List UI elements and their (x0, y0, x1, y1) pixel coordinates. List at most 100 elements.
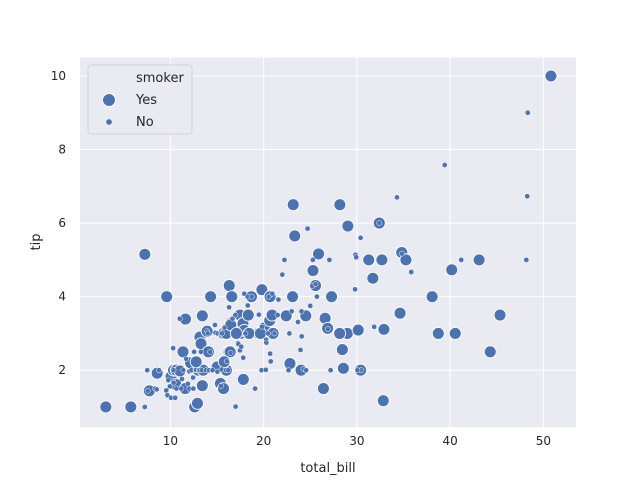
scatter-point-yes (306, 264, 320, 277)
scatter-point-yes (431, 326, 445, 340)
scatter-point-no (219, 330, 225, 337)
scatter-point-no (178, 385, 185, 392)
scatter-point-no (458, 257, 465, 263)
scatter-point-no (441, 162, 448, 168)
scatter-point-no (209, 367, 216, 374)
scatter-point-no (279, 271, 286, 278)
scatter-point-no (303, 367, 309, 374)
scatter-point-no (353, 254, 360, 261)
scatter-point-no (238, 343, 245, 350)
scatter-point-yes (312, 247, 326, 261)
y-tick-label: 10 (51, 69, 66, 83)
scatter-point-yes (333, 198, 347, 212)
legend-label-no: No (136, 115, 154, 130)
scatter-point-no (275, 296, 282, 303)
x-tick-label: 40 (442, 434, 457, 448)
x-tick-label: 20 (256, 434, 271, 448)
scatter-point-no (191, 348, 197, 355)
scatter-point-no (408, 269, 415, 275)
legend-label-yes: Yes (135, 93, 157, 108)
scatter-point-no (263, 339, 270, 346)
x-tick-label: 50 (536, 434, 551, 448)
scatter-point-no (327, 367, 334, 374)
scatter-point-yes (316, 382, 330, 396)
scatter-point-yes (493, 308, 507, 322)
legend-title: smoker (136, 71, 184, 86)
scatter-point-no (354, 367, 361, 374)
scatter-point-no (207, 348, 213, 355)
scatter-point-no (295, 319, 301, 325)
y-tick-label: 2 (58, 363, 66, 377)
scatter-point-no (524, 193, 531, 200)
scatter-point-no (297, 347, 304, 353)
scatter-point-no (394, 194, 400, 201)
scatter-point-no (304, 225, 311, 232)
legend: smoker Yes No (87, 64, 193, 135)
scatter-point-no (172, 394, 179, 401)
scatter-point-no (269, 290, 276, 297)
scatter-point-yes (333, 326, 347, 340)
scatter-point-no (281, 257, 288, 263)
y-axis-label: tip (29, 234, 44, 251)
scatter-point-no (229, 315, 236, 322)
scatter-point-no (357, 234, 364, 241)
scatter-point-yes (366, 271, 380, 285)
scatter-point-no (221, 324, 228, 331)
scatter-point-no (240, 354, 247, 361)
scatter-point-no (399, 250, 405, 257)
y-tick-label: 4 (58, 290, 66, 304)
scatter-point-yes (176, 345, 190, 359)
scatter-point-yes (325, 290, 338, 304)
scatter-point-no (180, 367, 187, 374)
scatter-point-no (204, 330, 211, 337)
legend-box (87, 64, 193, 135)
scatter-point-no (286, 330, 293, 337)
legend-marker-no (105, 118, 113, 126)
y-tick-label: 8 (58, 143, 66, 157)
scatter-point-no (225, 367, 232, 374)
scatter-point-no (314, 293, 320, 300)
scatter-point-no (312, 281, 319, 287)
y-ticks: 2 4 6 8 10 (51, 69, 66, 377)
scatter-point-no (227, 350, 234, 356)
scatter-point-no (267, 358, 274, 365)
scatter-point-no (163, 387, 170, 394)
scatter-point-no (271, 330, 278, 337)
scatter-point-yes (341, 219, 355, 233)
scatter-point-no (141, 404, 148, 410)
scatter-point-no (285, 367, 292, 374)
scatter-point-no (153, 386, 160, 393)
scatter-point-no (265, 330, 271, 337)
scatter-point-yes (544, 69, 558, 83)
legend-marker-yes (102, 93, 116, 107)
scatter-point-no (170, 345, 176, 351)
scatter-point-yes (191, 396, 204, 410)
scatter-point-no (179, 376, 185, 382)
scatter-point-no (144, 387, 151, 394)
scatter-point-yes (362, 253, 376, 267)
scatter-point-no (183, 355, 190, 362)
scatter-point-yes (375, 253, 389, 267)
scatter-point-no (256, 311, 262, 318)
scatter-point-yes (335, 343, 349, 357)
scatter-point-yes (195, 309, 209, 323)
scatter-point-yes (472, 253, 486, 267)
scatter-point-yes (377, 322, 391, 336)
scatter-point-no (232, 403, 239, 410)
scatter-point-yes (483, 345, 497, 359)
scatter-point-no (298, 333, 305, 340)
scatter-point-no (298, 308, 305, 315)
scatter-point-yes (286, 290, 300, 304)
scatter-point-yes (99, 400, 113, 414)
scatter-point-yes (138, 247, 152, 261)
y-tick-label: 6 (58, 216, 66, 230)
x-ticks: 10 20 30 40 50 (163, 434, 551, 448)
scatter-point-no (190, 385, 197, 392)
x-axis-label: total_bill (300, 461, 355, 476)
scatter-point-yes (448, 326, 462, 340)
scatter-point-no (242, 330, 249, 337)
scatter-point-no (371, 323, 377, 330)
scatter-point-no (167, 383, 173, 390)
scatter-point-no (190, 374, 196, 381)
scatter-point-no (176, 315, 183, 322)
